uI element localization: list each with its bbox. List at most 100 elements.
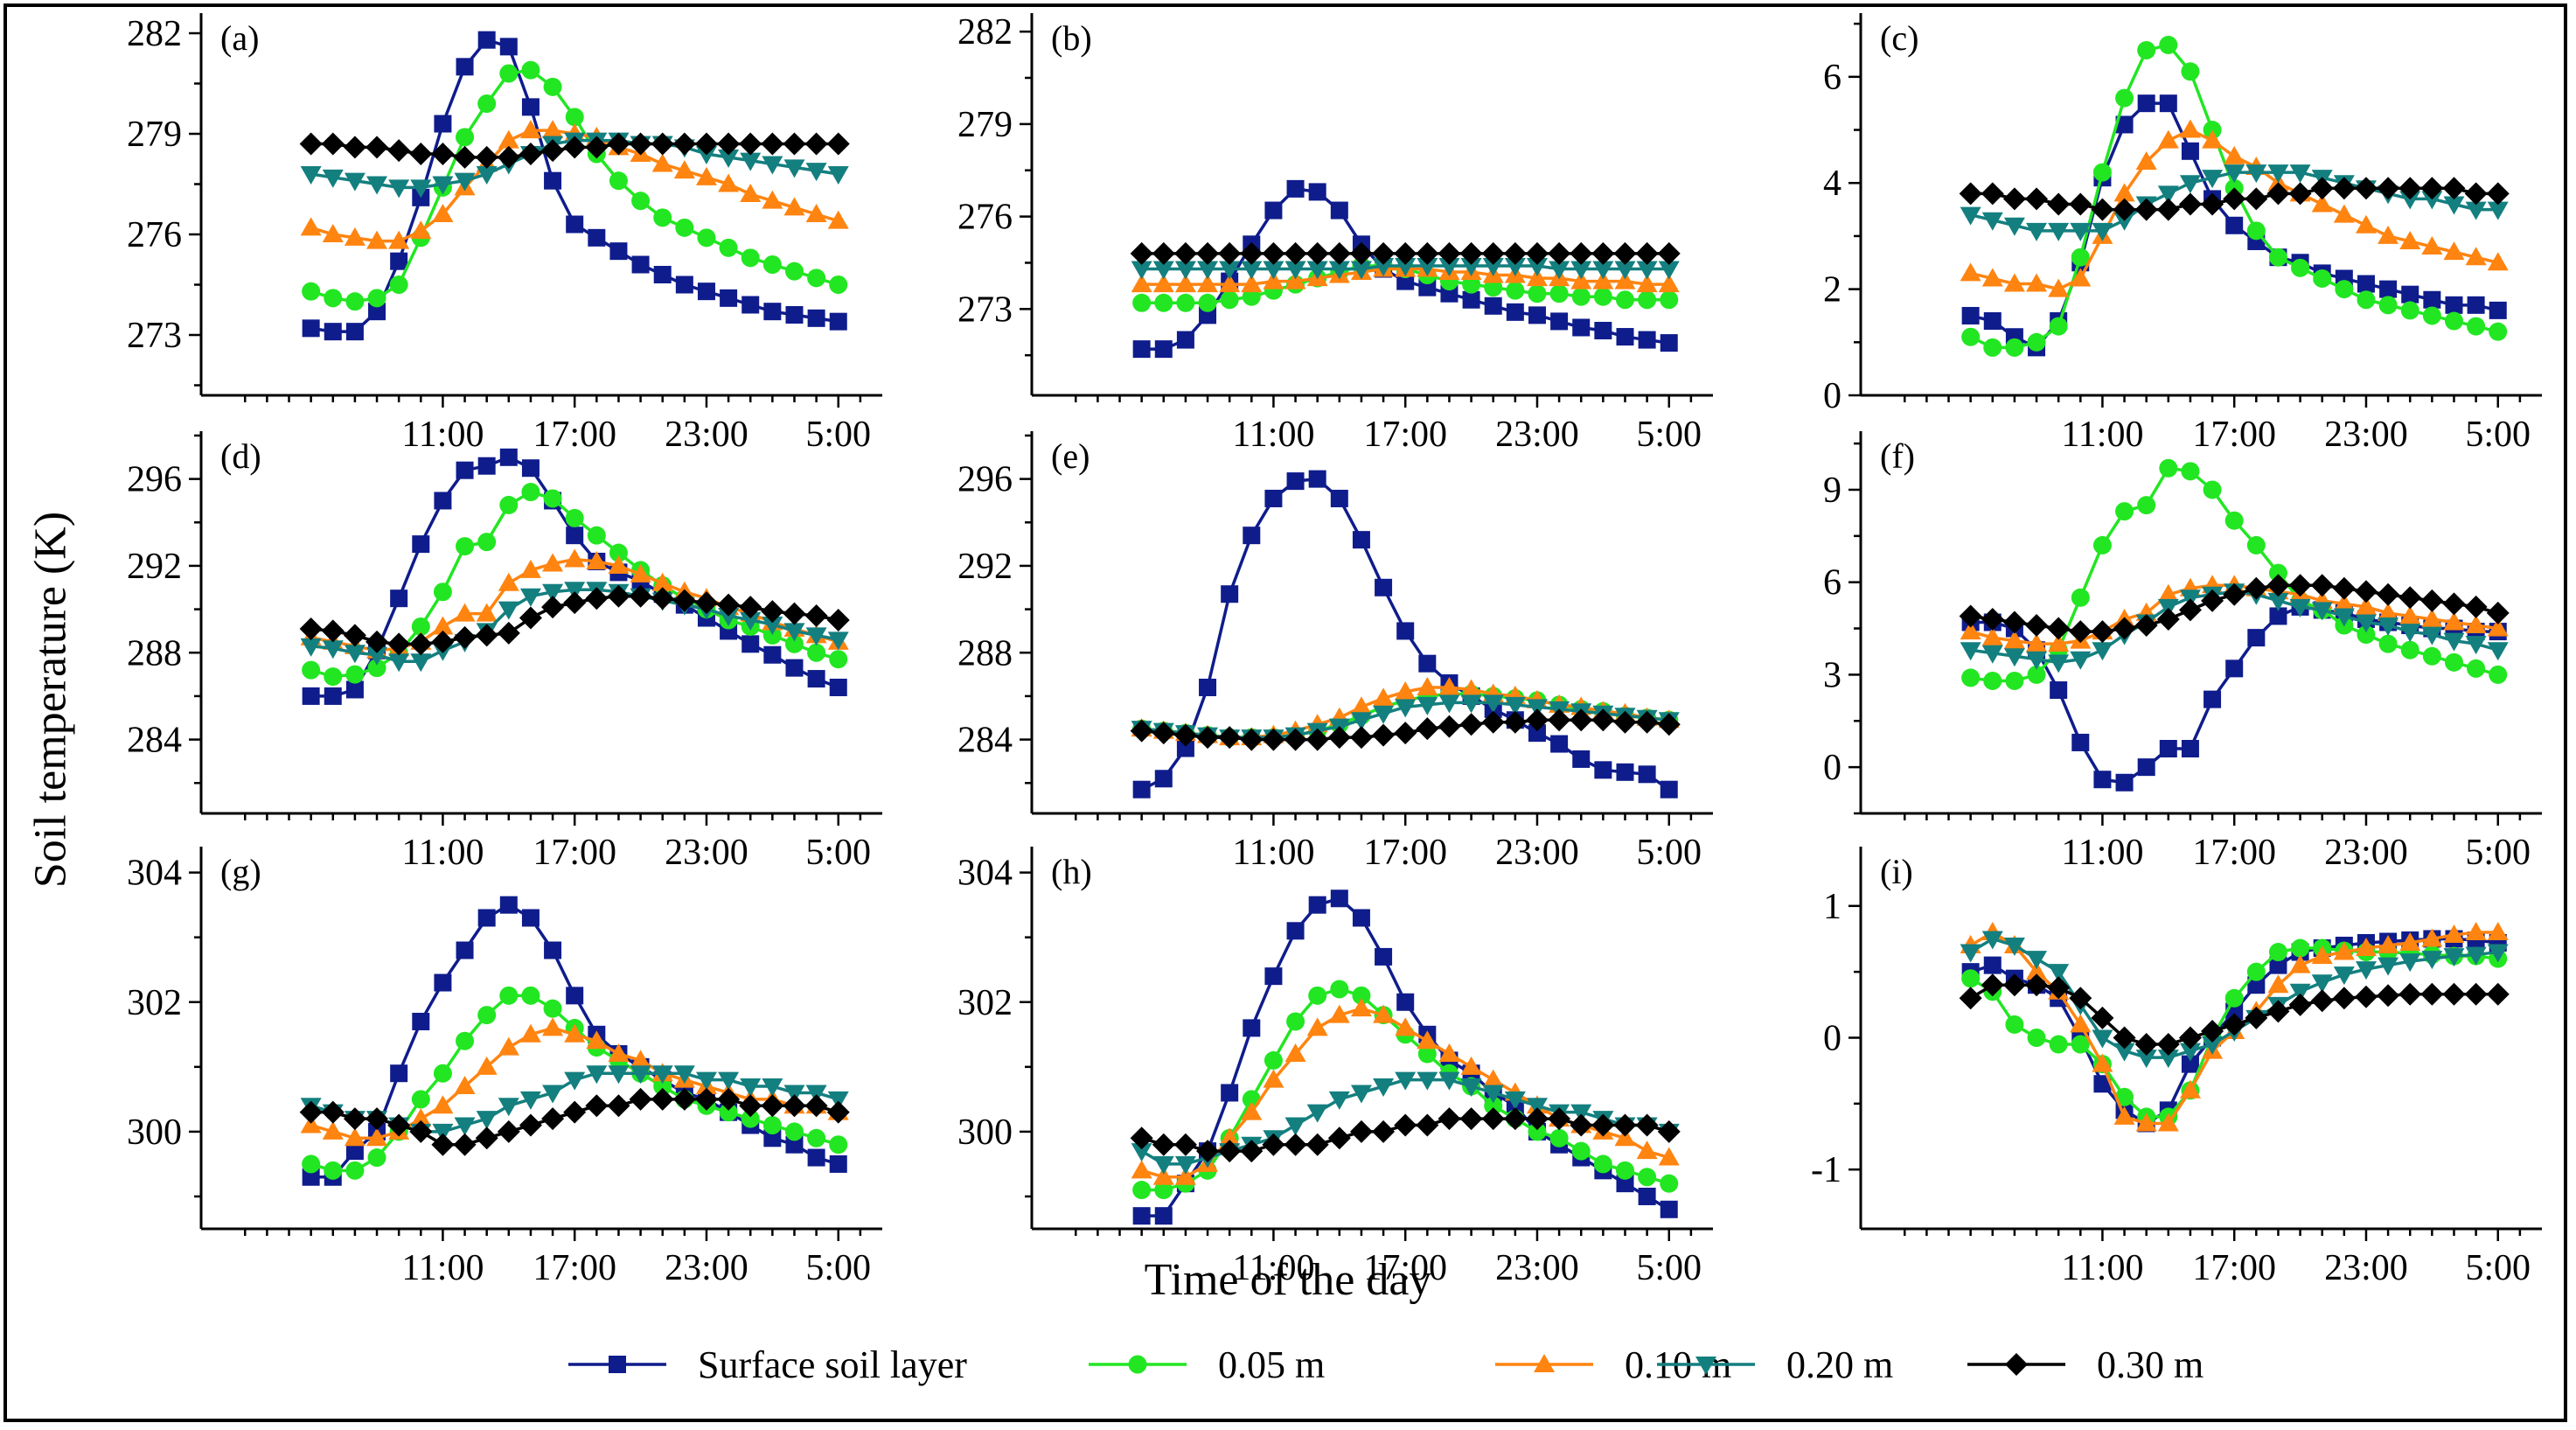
data-point [2245, 164, 2267, 184]
data-point [302, 1168, 320, 1186]
data-point [629, 1087, 652, 1111]
data-point [827, 210, 849, 229]
data-point [544, 171, 562, 190]
data-point [740, 612, 762, 631]
data-point [324, 1161, 343, 1180]
data-point [1152, 1155, 1174, 1175]
data-point [2311, 945, 2333, 965]
data-point [1504, 257, 1526, 276]
data-point [2333, 593, 2355, 612]
data-point [431, 143, 455, 165]
data-point [2202, 1036, 2224, 1056]
data-point [1243, 1019, 1261, 1037]
data-point [1396, 993, 1415, 1011]
data-point [1961, 306, 1980, 324]
data-point [2464, 595, 2488, 618]
data-point [807, 643, 826, 662]
data-point [1373, 257, 1395, 276]
data-point [2310, 989, 2334, 1013]
data-point [1132, 1207, 1151, 1225]
data-point [1221, 1084, 1239, 1102]
data-point [1286, 179, 1305, 198]
data-point [2246, 962, 2266, 981]
data-point [1591, 708, 1615, 732]
data-point [519, 606, 542, 630]
data-point [345, 1161, 365, 1180]
data-point [1613, 241, 1637, 265]
data-point [1243, 527, 1261, 545]
data-point [2245, 576, 2268, 600]
data-point [719, 1103, 738, 1122]
data-point [1550, 735, 1569, 753]
data-point [1284, 1133, 1307, 1156]
data-point [1262, 1133, 1285, 1156]
legend-label: 0.20 m [1786, 1343, 1893, 1386]
data-point [2069, 620, 2092, 644]
data-point [2269, 956, 2287, 974]
data-point [2135, 1050, 2157, 1069]
data-point [1660, 780, 1678, 799]
data-point [1221, 585, 1239, 603]
data-point [829, 678, 847, 696]
data-point [805, 627, 827, 646]
data-point [476, 166, 498, 185]
data-point [2444, 311, 2463, 331]
data-point [609, 242, 628, 261]
data-point [1330, 980, 1349, 999]
data-point [1198, 293, 1217, 312]
data-point [2224, 988, 2244, 1008]
data-point [410, 179, 432, 199]
data-point [498, 601, 519, 620]
legend-item: 0.05 m [1089, 1343, 1325, 1386]
data-point [2354, 580, 2378, 603]
x-tick-label: 5:00 [1636, 1248, 1702, 1288]
data-point [2332, 576, 2356, 600]
data-point [1459, 241, 1483, 265]
data-point [695, 166, 717, 185]
y-tick-label: 302 [957, 983, 1013, 1023]
data-point [804, 604, 828, 628]
data-point [1484, 1096, 1503, 1115]
data-point [2355, 614, 2377, 633]
data-point [2115, 773, 2134, 792]
x-tick-label: 5:00 [805, 833, 871, 873]
data-point [2003, 938, 2025, 957]
data-point [2246, 221, 2266, 241]
data-point [300, 217, 322, 236]
data-point [1328, 261, 1350, 280]
data-point [299, 1100, 323, 1124]
data-point [411, 1090, 430, 1109]
panel-8: 11:00 17:00 23:00 5:00 300 302 304 (h) [957, 847, 1713, 1288]
data-point [651, 572, 673, 591]
series-group [1130, 470, 1681, 799]
data-point [1459, 713, 1483, 736]
data-point [741, 296, 760, 314]
data-point [542, 1085, 564, 1104]
data-point [1438, 1107, 1461, 1131]
data-point [1981, 182, 2004, 206]
data-point [697, 228, 716, 248]
data-point [367, 289, 386, 308]
data-point [1173, 241, 1197, 265]
y-tick-label: 304 [127, 854, 182, 894]
data-point [542, 553, 564, 572]
data-point [1981, 212, 2003, 231]
data-point [672, 589, 696, 612]
data-point [544, 941, 562, 959]
data-point [1570, 708, 1593, 732]
y-tick-label: 288 [127, 633, 182, 673]
data-point [566, 215, 584, 234]
data-point [1262, 241, 1285, 265]
data-point [1460, 257, 1482, 276]
data-point [607, 132, 630, 156]
data-point [717, 1087, 741, 1111]
data-point [2420, 982, 2444, 1006]
data-point [673, 160, 695, 179]
data-point [456, 537, 475, 556]
data-point [1176, 331, 1194, 349]
data-point [1327, 1127, 1351, 1150]
data-point [1394, 241, 1417, 265]
data-point [1482, 1069, 1504, 1088]
data-point [2289, 983, 2311, 1002]
data-point [2069, 987, 2092, 1010]
